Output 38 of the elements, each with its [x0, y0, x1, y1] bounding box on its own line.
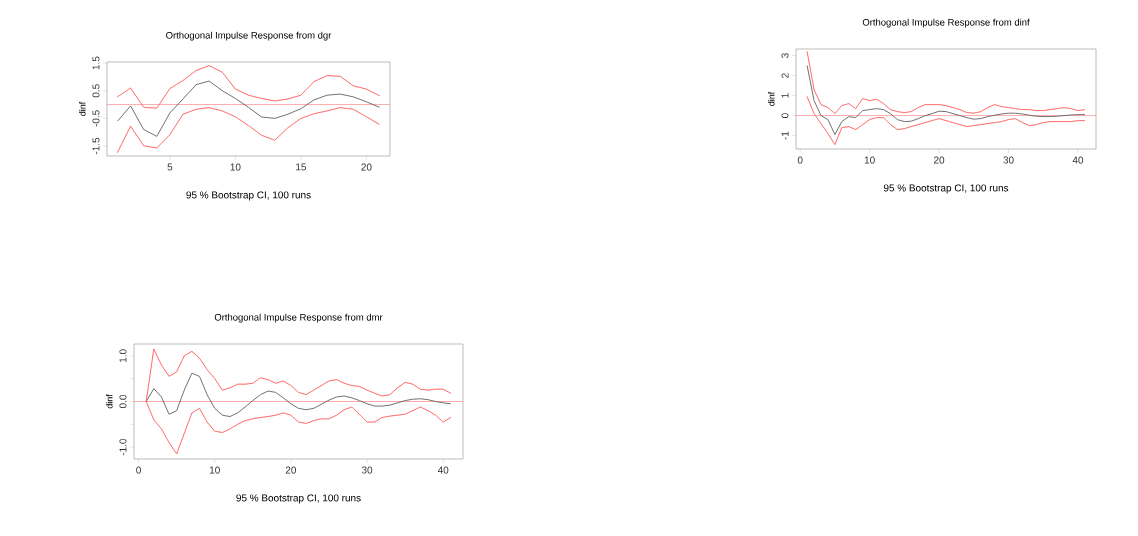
x-axis-title: 95 % Bootstrap CI, 100 runs	[236, 494, 361, 504]
y-tick-label: 1	[781, 93, 789, 98]
x-tick-label: 10	[864, 156, 875, 164]
x-tick-label: 20	[285, 466, 297, 474]
y-tick-label: 0.0	[119, 394, 127, 409]
y-axis-title: dinf	[79, 101, 86, 116]
x-tick-label: 30	[361, 466, 373, 474]
x-axis-title: 95 % Bootstrap CI, 100 runs	[883, 184, 1009, 194]
y-tick-label: 0.5	[92, 84, 100, 98]
y-axis-title: dinf	[106, 394, 113, 409]
y-tick-label: 3	[781, 53, 789, 58]
y-tick-label: 0	[781, 113, 789, 118]
x-tick-label: 30	[1003, 156, 1014, 164]
line-series	[117, 65, 380, 109]
x-tick-label: 10	[230, 163, 241, 171]
x-tick-label: 40	[1072, 156, 1084, 164]
y-tick-label: 2	[781, 73, 789, 78]
chart-title: Orthogonal Impulse Response from dinf	[862, 18, 1030, 28]
y-tick-label: -1	[781, 131, 789, 140]
x-tick-label: 0	[797, 156, 803, 164]
y-tick-label: -1.5	[92, 137, 100, 155]
line-series	[117, 80, 380, 137]
chart-title: Orthogonal Impulse Response from dgr	[166, 31, 332, 41]
x-tick-label: 5	[167, 163, 173, 171]
x-tick-label: 10	[209, 466, 220, 474]
x-tick-label: 15	[296, 163, 307, 171]
chart-title: Orthogonal Impulse Response from dmr	[214, 313, 383, 323]
line-series	[117, 107, 380, 153]
y-tick-label: -1.0	[119, 438, 127, 456]
y-tick-label: -0.5	[92, 110, 100, 127]
x-axis-title: 95 % Bootstrap CI, 100 runs	[186, 191, 311, 201]
x-tick-label: 0	[136, 466, 141, 474]
x-tick-label: 20	[361, 163, 372, 171]
y-axis-title: dinf	[768, 91, 775, 106]
x-tick-label: 20	[934, 156, 945, 164]
x-tick-label: 40	[437, 466, 449, 474]
y-tick-label: 1.0	[119, 349, 127, 363]
y-tick-label: 1.5	[92, 56, 100, 70]
